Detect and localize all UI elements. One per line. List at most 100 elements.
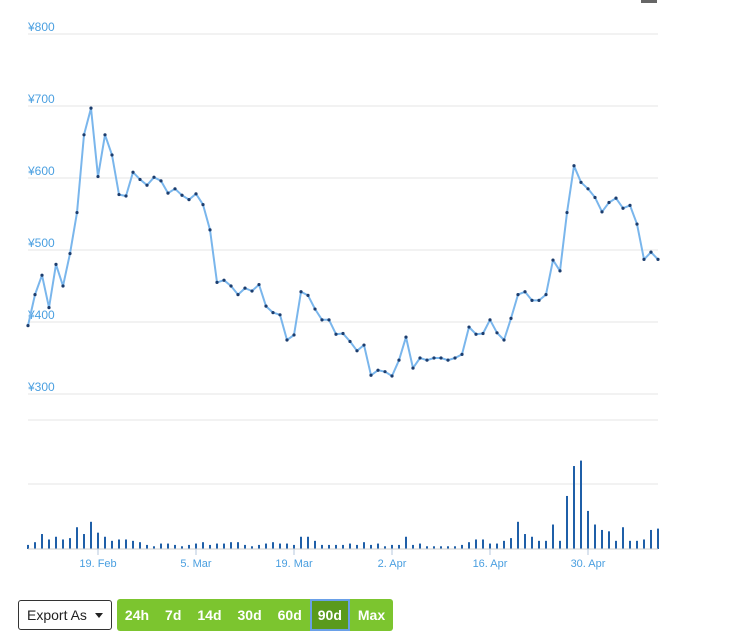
- price-point: [411, 366, 415, 370]
- price-point: [166, 191, 170, 195]
- export-as-button[interactable]: Export As: [18, 600, 112, 630]
- export-as-label: Export As: [27, 607, 87, 623]
- price-point: [26, 324, 30, 328]
- volume-bar: [356, 544, 358, 549]
- volume-bar: [335, 544, 337, 549]
- price-point: [551, 258, 555, 262]
- price-point: [208, 228, 212, 232]
- volume-bar: [328, 544, 330, 549]
- volume-bar: [195, 543, 197, 549]
- price-point: [201, 203, 205, 207]
- price-point: [397, 358, 401, 362]
- volume-bar: [265, 543, 267, 549]
- volume-bar: [384, 546, 386, 549]
- volume-bar: [293, 544, 295, 549]
- range-14d-button[interactable]: 14d: [189, 599, 230, 631]
- volume-bar: [272, 542, 274, 549]
- price-point: [250, 289, 254, 293]
- volume-bar: [447, 546, 449, 549]
- x-axis: 19. Feb 5. Mar 19. Mar 2. Apr 16. Apr 30. Apr: [79, 549, 606, 570]
- price-point: [264, 304, 268, 308]
- price-point: [369, 373, 373, 377]
- range-30d-button[interactable]: 30d: [229, 599, 270, 631]
- volume-bar: [62, 539, 64, 549]
- volume-bar: [629, 540, 631, 549]
- volume-bar: [531, 536, 533, 549]
- volume-bar: [622, 527, 624, 549]
- volume-bar: [300, 536, 302, 549]
- volume-bar: [454, 546, 456, 549]
- volume-bar: [580, 460, 582, 549]
- volume-bar: [391, 544, 393, 549]
- price-point: [642, 257, 646, 261]
- volume-bar: [69, 538, 71, 549]
- price-point: [117, 192, 121, 197]
- volume-bar: [41, 534, 43, 549]
- volume-bar: [237, 542, 239, 549]
- price-point: [565, 210, 569, 215]
- price-point: [523, 290, 527, 294]
- range-90d-button[interactable]: 90d: [309, 599, 350, 631]
- price-point: [649, 250, 653, 254]
- volume-bar: [258, 544, 260, 549]
- range-7d-button[interactable]: 7d: [157, 599, 190, 631]
- price-point: [453, 356, 457, 360]
- volume-bar: [482, 539, 484, 549]
- price-point: [159, 179, 163, 183]
- price-point: [103, 133, 107, 137]
- price-point: [439, 356, 443, 360]
- volume-bar: [118, 539, 120, 549]
- range-24h-button[interactable]: 24h: [116, 599, 158, 631]
- price-point: [229, 284, 233, 288]
- volume-bar: [90, 521, 92, 549]
- price-point: [425, 358, 429, 362]
- price-point: [341, 331, 345, 336]
- volume-bar: [601, 529, 603, 549]
- price-point: [75, 210, 79, 215]
- volume-bar: [279, 543, 281, 549]
- price-point: [383, 370, 387, 374]
- volume-bar: [307, 536, 309, 549]
- volume-bar: [608, 531, 610, 549]
- volume-bar: [475, 539, 477, 549]
- volume-bar: [139, 542, 141, 549]
- volume-bar: [377, 543, 379, 549]
- volume-bar: [468, 542, 470, 549]
- volume-bar: [398, 544, 400, 549]
- volume-bar: [132, 540, 134, 549]
- price-point: [404, 335, 408, 339]
- volume-bar: [545, 540, 547, 549]
- price-point: [215, 280, 219, 284]
- volume-bar: [27, 544, 29, 549]
- price-point: [306, 293, 310, 297]
- volume-bar: [321, 544, 323, 549]
- price-point: [327, 318, 331, 322]
- volume-bar: [230, 542, 232, 549]
- volume-bar: [76, 527, 78, 549]
- price-point: [607, 200, 611, 205]
- price-point: [299, 290, 303, 294]
- price-point: [432, 356, 436, 360]
- price-point: [33, 293, 37, 297]
- price-point: [89, 106, 93, 110]
- range-60d-button[interactable]: 60d: [269, 599, 310, 631]
- price-point: [516, 293, 520, 297]
- price-point: [621, 206, 625, 210]
- price-point: [124, 194, 128, 198]
- volume-bar: [104, 536, 106, 549]
- price-point: [558, 269, 562, 273]
- range-max-button[interactable]: Max: [349, 599, 394, 631]
- price-point: [271, 311, 275, 315]
- volume-bar: [573, 466, 575, 549]
- volume-bars: [27, 460, 659, 550]
- volume-bar: [216, 543, 218, 549]
- menu-icon[interactable]: [641, 0, 657, 3]
- volume-bar: [650, 529, 652, 549]
- volume-bar: [188, 544, 190, 549]
- price-point: [467, 325, 471, 329]
- y-tick-label: ¥500: [27, 236, 55, 250]
- price-point: [194, 192, 198, 196]
- y-tick-label: ¥400: [27, 308, 55, 322]
- volume-bar: [496, 543, 498, 549]
- volume-bar: [244, 544, 246, 549]
